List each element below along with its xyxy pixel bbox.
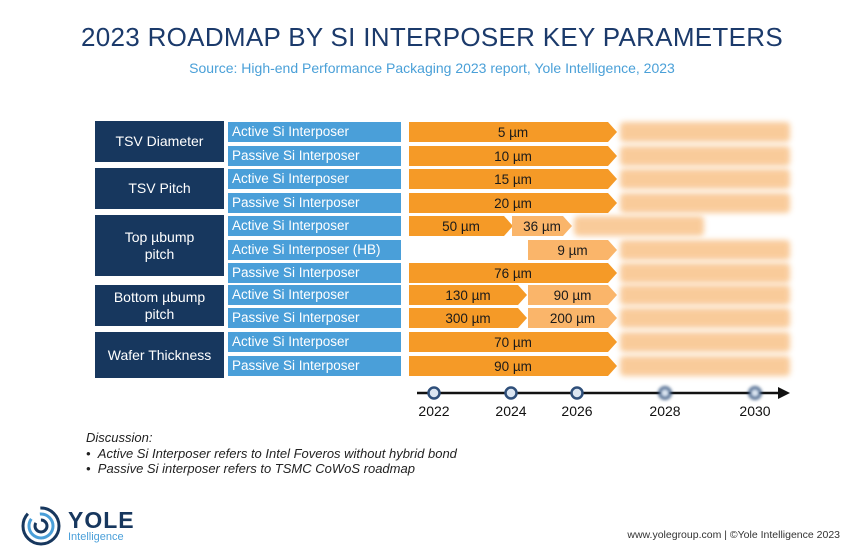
row-label: Active Si Interposer (HB) xyxy=(228,240,401,260)
logo-subtitle: Intelligence xyxy=(68,531,124,543)
blurred-bar xyxy=(620,308,790,328)
row-label: Passive Si Interposer xyxy=(228,308,401,328)
timeline-marker xyxy=(427,386,584,400)
blurred-bar xyxy=(620,285,790,305)
roadmap-bar: 130 µm xyxy=(409,285,527,305)
roadmap-bar: 70 µm xyxy=(409,332,617,352)
blurred-bar xyxy=(620,146,790,166)
logo-name: YOLE xyxy=(68,507,135,533)
roadmap-bar: 200 µm xyxy=(528,308,617,328)
group-wafer-thickness: Wafer Thickness xyxy=(95,332,224,378)
row-label: Passive Si Interposer xyxy=(228,356,401,376)
row-label: Active Si Interposer xyxy=(228,169,401,189)
page-title: 2023 ROADMAP BY SI INTERPOSER KEY PARAME… xyxy=(81,22,783,52)
group-tsv-pitch: TSV Pitch xyxy=(95,168,224,209)
roadmap-bar: 76 µm xyxy=(409,263,617,283)
discussion-item: • Passive Si interposer refers to TSMC C… xyxy=(86,461,415,476)
roadmap-bar: 10 µm xyxy=(409,146,617,166)
blurred-bar xyxy=(574,216,704,236)
group-tsv-diameter: TSV Diameter xyxy=(95,121,224,162)
footer-credit: www.yolegroup.com | ©Yole Intelligence 2… xyxy=(627,529,840,541)
blurred-bar xyxy=(620,169,790,189)
group-label: Bottom µbump pitch xyxy=(113,288,206,322)
source-subtitle: Source: High-end Performance Packaging 2… xyxy=(189,60,675,76)
roadmap-bar: 5 µm xyxy=(409,122,617,142)
yole-logo: YOLE Intelligence xyxy=(20,505,135,547)
roadmap-bar: 300 µm xyxy=(409,308,527,328)
row-label: Passive Si Interposer xyxy=(228,146,401,166)
group-label: Wafer Thickness xyxy=(107,346,212,363)
blurred-bar xyxy=(620,193,790,213)
row-label: Active Si Interposer xyxy=(228,285,401,305)
row-label: Active Si Interposer xyxy=(228,216,401,236)
blurred-bar xyxy=(620,356,790,376)
roadmap-bar: 90 µm xyxy=(528,285,617,305)
discussion-item: • Active Si Interposer refers to Intel F… xyxy=(86,445,457,461)
group-bottom-ubump-pitch: Bottom µbump pitch xyxy=(95,285,224,326)
row-label: Active Si Interposer xyxy=(228,332,401,352)
roadmap-bar: 90 µm xyxy=(409,356,617,376)
row-label: Passive Si Interposer xyxy=(228,193,401,213)
year-label: 2028 xyxy=(649,403,681,419)
yole-swirl-icon xyxy=(21,506,61,546)
blurred-bar xyxy=(620,263,790,283)
year-label: 2022 xyxy=(418,403,450,419)
group-label: TSV Pitch xyxy=(128,180,191,196)
year-label: 2026 xyxy=(561,403,593,419)
roadmap-bar: 20 µm xyxy=(409,193,617,213)
roadmap-bar: 15 µm xyxy=(409,169,617,189)
discussion-heading: Discussion: xyxy=(86,430,153,445)
group-top-ubump-pitch: Top µbump pitch xyxy=(95,215,224,276)
roadmap-bar: 50 µm xyxy=(409,216,513,236)
year-label: 2030 xyxy=(739,403,771,419)
roadmap-bar: 36 µm xyxy=(512,216,572,236)
discussion-notes: Discussion: • Active Si Interposer refer… xyxy=(86,430,457,477)
row-label: Passive Si Interposer xyxy=(228,263,401,283)
blurred-bar xyxy=(620,240,790,260)
row-label: Active Si Interposer xyxy=(228,122,401,142)
group-label: Top µbump pitch xyxy=(124,228,195,262)
blurred-bar xyxy=(620,332,790,352)
group-label: TSV Diameter xyxy=(115,133,204,149)
roadmap-bar: 9 µm xyxy=(528,240,617,260)
year-label: 2024 xyxy=(495,403,527,419)
blurred-bar xyxy=(620,122,790,142)
